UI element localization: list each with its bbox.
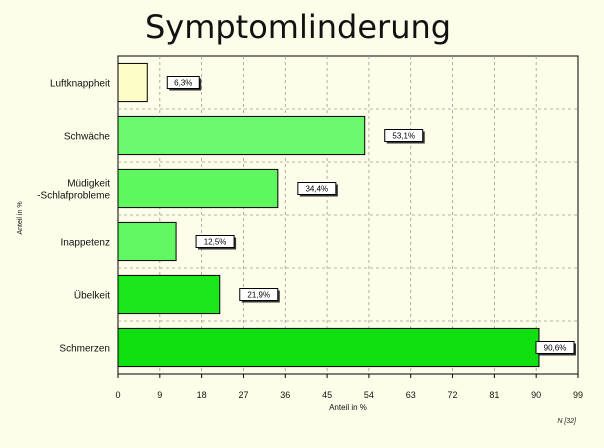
x-tick-label: 0	[115, 390, 120, 400]
value-labels: 6,3% 53,1% 34,4% 12,5% 21,9% 90,6%	[166, 76, 576, 356]
value-label: 21,9%	[239, 288, 280, 303]
y-axis-label: Anteil in %	[17, 201, 24, 234]
x-tick-label: 54	[364, 390, 374, 400]
x-tick-label: 45	[322, 390, 332, 400]
category-label: Übelkeit	[74, 290, 110, 302]
value-label-box	[297, 182, 337, 195]
value-label-text: 12,5%	[204, 238, 227, 247]
value-label-text: 90,6%	[544, 344, 567, 353]
value-label-box	[384, 129, 424, 142]
x-tick-label: 63	[406, 390, 416, 400]
category-labels: Luftknappheit Schwäche Müdigkeit-Schlafpro…	[37, 79, 110, 355]
x-axis-label: Anteil in %	[329, 403, 367, 412]
sample-size-note: N [32]	[557, 418, 576, 425]
x-tick-label: 27	[238, 390, 248, 400]
value-label-text: 34,4%	[305, 185, 328, 194]
bar	[117, 274, 221, 315]
x-tick-label: 36	[280, 390, 290, 400]
value-label: 53,1%	[384, 129, 425, 144]
value-label-text: 6,3%	[174, 79, 192, 88]
value-label-text: 21,9%	[247, 291, 270, 300]
category-label: Inappetenz	[61, 238, 111, 249]
x-tick-label: 9	[157, 390, 162, 400]
value-label-box	[166, 76, 200, 89]
x-tick-label: 81	[489, 390, 499, 400]
chart-title: Symptomlinderung	[144, 8, 452, 46]
x-tick-label: 72	[448, 390, 458, 400]
value-label-box	[195, 235, 235, 248]
x-tick-labels: 0 9 18 27 36 45 54 63 72 81 90 99	[115, 374, 583, 400]
value-label-box	[239, 288, 279, 301]
category-label: Schmerzen	[59, 344, 110, 355]
value-label-box	[535, 341, 575, 354]
value-label: 90,6%	[535, 341, 576, 356]
value-label: 12,5%	[195, 235, 237, 250]
category-label: Schwäche	[64, 132, 111, 143]
bar	[117, 327, 540, 368]
bars	[117, 62, 540, 368]
x-tick-label: 90	[531, 390, 541, 400]
bar	[117, 62, 148, 103]
value-label: 6,3%	[166, 76, 202, 91]
x-tick-label: 99	[573, 390, 583, 400]
bar	[117, 168, 279, 209]
x-tick-label: 18	[197, 390, 207, 400]
category-label: Müdigkeit	[67, 179, 110, 190]
value-label: 34,4%	[297, 182, 338, 197]
grid-lines	[118, 56, 578, 374]
value-label-text: 53,1%	[392, 132, 415, 141]
category-label: -Schlafprobleme	[37, 191, 110, 202]
category-label: Luftknappheit	[50, 79, 110, 90]
bar	[117, 115, 366, 156]
bar	[117, 221, 177, 262]
